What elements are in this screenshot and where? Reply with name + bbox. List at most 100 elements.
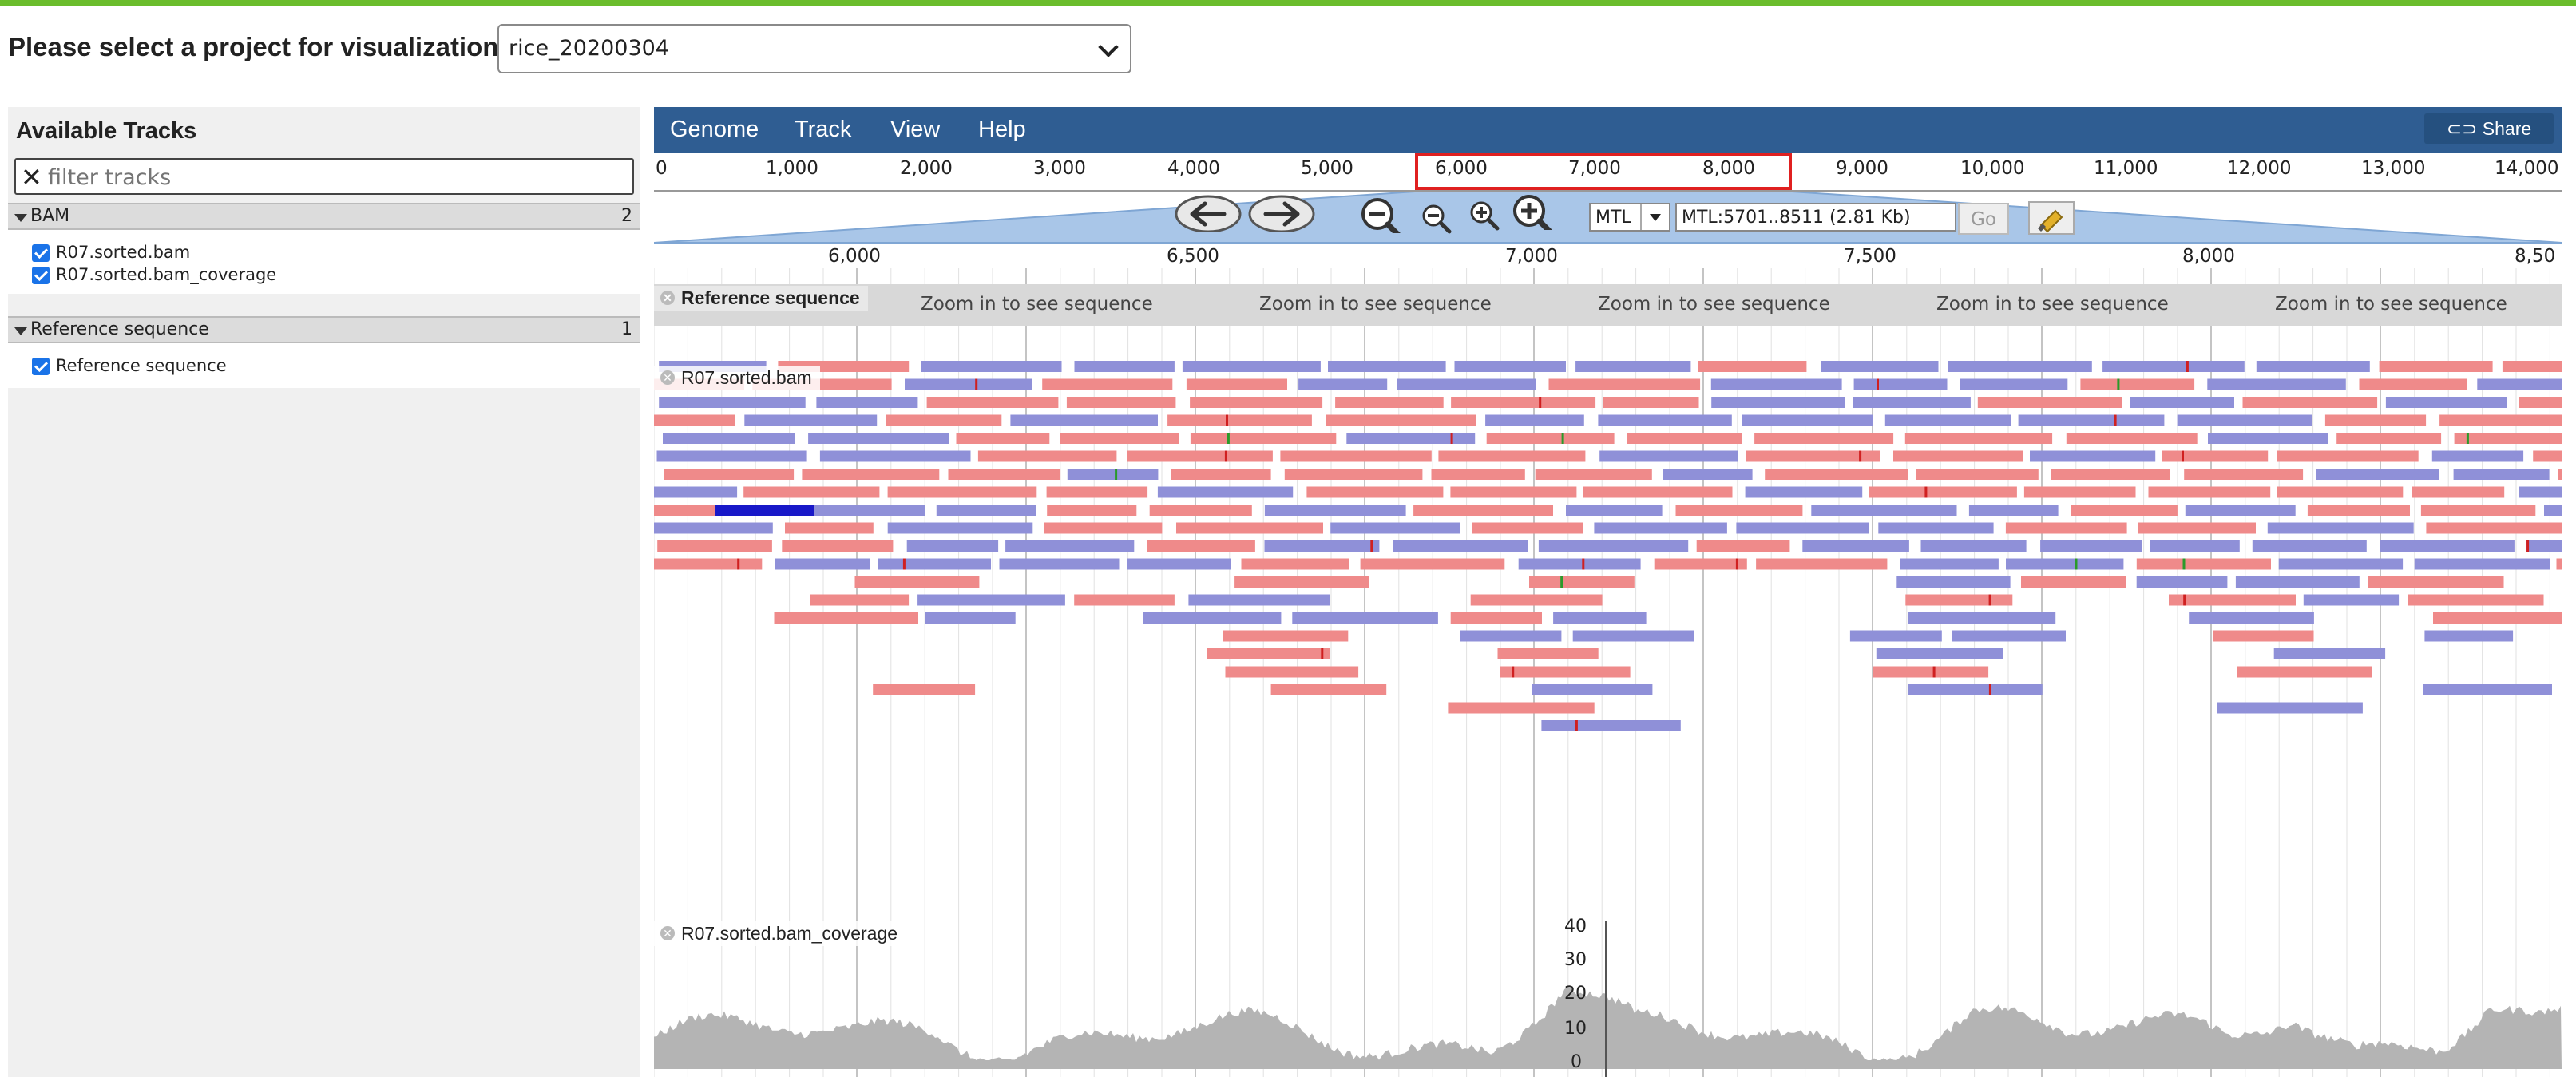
alignment-read[interactable] (654, 522, 773, 534)
alignment-read[interactable] (2217, 702, 2363, 714)
zoom-out-small-icon[interactable] (1421, 203, 1454, 240)
alignment-read[interactable] (2544, 505, 2562, 516)
alignment-read[interactable] (1745, 486, 1863, 498)
alignment-read[interactable] (1460, 630, 1562, 642)
alignment-read[interactable] (1298, 378, 1388, 390)
alignment-read[interactable] (878, 558, 991, 570)
alignment-read[interactable] (905, 378, 1032, 390)
alignment-read[interactable] (1010, 414, 1158, 426)
alignment-read[interactable] (1904, 433, 2053, 444)
alignment-read[interactable] (1566, 505, 1663, 516)
current-view-region-box[interactable] (1415, 153, 1792, 190)
alignment-read[interactable] (2316, 469, 2439, 480)
alignment-read[interactable] (1067, 469, 1159, 480)
alignment-read[interactable] (2040, 540, 2142, 552)
alignment-read[interactable] (2379, 361, 2493, 372)
alignment-read[interactable] (1905, 594, 2013, 606)
alignment-read[interactable] (1497, 648, 1599, 659)
alignment-read[interactable] (936, 505, 1036, 516)
alignment-read[interactable] (1594, 522, 1727, 534)
alignment-read[interactable] (2426, 522, 2562, 534)
alignment-read[interactable] (2526, 540, 2562, 552)
clear-filter-icon[interactable]: ✕ (21, 162, 42, 192)
alignment-read[interactable] (1675, 505, 1803, 516)
bam-reads-canvas[interactable] (654, 358, 2562, 932)
close-track-icon[interactable]: ✕ (660, 291, 675, 305)
alignment-read[interactable] (2424, 630, 2514, 642)
category-bam[interactable]: BAM 2 (8, 203, 640, 230)
alignment-read[interactable] (2189, 612, 2314, 624)
alignment-read[interactable] (659, 397, 806, 408)
alignment-read[interactable] (1968, 505, 2059, 516)
category-reference[interactable]: Reference sequence 1 (8, 316, 640, 343)
project-select[interactable]: rice_20200304 (497, 24, 1131, 73)
zoom-in-small-icon[interactable] (1468, 200, 1502, 236)
alignment-read[interactable] (1756, 558, 1888, 570)
alignment-read[interactable] (1960, 378, 2068, 390)
alignment-read[interactable] (1241, 558, 1349, 570)
alignment-read[interactable] (2359, 378, 2467, 390)
filter-tracks-input[interactable] (46, 163, 624, 192)
alignment-read[interactable] (1908, 684, 2043, 695)
alignment-read[interactable] (1188, 594, 1330, 606)
bam-track-label[interactable]: ✕ R07.sorted.bam (654, 366, 820, 390)
alignment-read[interactable] (1397, 378, 1536, 390)
alignment-read[interactable] (715, 505, 814, 516)
alignment-read[interactable] (1541, 720, 1681, 731)
alignment-read[interactable] (956, 433, 1050, 444)
alignment-read[interactable] (2380, 540, 2515, 552)
alignment-read[interactable] (999, 558, 1120, 570)
alignment-read[interactable] (1518, 558, 1641, 570)
overview-ruler[interactable]: 0 1,000 2,000 3,000 4,000 5,000 6,000 7,… (654, 153, 2562, 192)
highlight-button[interactable] (2028, 201, 2075, 235)
zoom-out-large-icon[interactable] (1360, 196, 1405, 233)
alignment-read[interactable] (926, 397, 1059, 408)
alignment-read[interactable] (2277, 450, 2419, 462)
alignment-read[interactable] (1548, 378, 1701, 390)
alignment-read[interactable] (1535, 469, 1652, 480)
alignment-read[interactable] (1270, 684, 1387, 695)
alignment-read[interactable] (1869, 486, 2017, 498)
alignment-read[interactable] (1698, 361, 1807, 372)
alignment-read[interactable] (2208, 433, 2328, 444)
alignment-read[interactable] (2556, 558, 2562, 570)
alignment-read[interactable] (1149, 505, 1252, 516)
menu-track[interactable]: Track (795, 117, 852, 142)
alignment-read[interactable] (2324, 414, 2427, 426)
alignment-read[interactable] (1223, 630, 1349, 642)
alignment-read[interactable] (977, 450, 1117, 462)
alignment-read[interactable] (1572, 630, 1694, 642)
refseq-select[interactable]: MTL (1589, 203, 1670, 232)
alignment-read[interactable] (785, 522, 874, 534)
alignment-read[interactable] (2005, 522, 2127, 534)
alignment-read[interactable] (1182, 361, 1321, 372)
alignment-read[interactable] (1060, 433, 1179, 444)
alignment-read[interactable] (2138, 522, 2256, 534)
alignment-read[interactable] (1876, 648, 2003, 659)
alignment-read[interactable] (2278, 558, 2404, 570)
go-button[interactable]: Go (1958, 203, 2009, 235)
coverage-canvas[interactable] (654, 917, 2562, 1077)
alignment-read[interactable] (2533, 450, 2562, 462)
alignment-read[interactable] (1171, 469, 1271, 480)
alignment-read[interactable] (2519, 397, 2562, 408)
menu-view[interactable]: View (890, 117, 941, 142)
alignment-read[interactable] (654, 414, 735, 426)
alignment-read[interactable] (2021, 576, 2126, 588)
alignment-read[interactable] (1335, 397, 1444, 408)
alignment-read[interactable] (1127, 558, 1231, 570)
alignment-read[interactable] (1005, 540, 1135, 552)
alignment-read[interactable] (1884, 414, 2011, 426)
alignment-read[interactable] (1663, 469, 1753, 480)
alignment-read[interactable] (664, 469, 795, 480)
alignment-read[interactable] (1470, 594, 1603, 606)
alignment-read[interactable] (887, 486, 1037, 498)
alignment-read[interactable] (744, 414, 878, 426)
alignment-read[interactable] (1742, 414, 1873, 426)
alignment-read[interactable] (1292, 612, 1438, 624)
alignment-read[interactable] (802, 469, 940, 480)
alignment-read[interactable] (1431, 469, 1525, 480)
pan-left-icon[interactable] (1175, 195, 1242, 232)
alignment-read[interactable] (656, 450, 807, 462)
alignment-read[interactable] (1529, 576, 1635, 588)
